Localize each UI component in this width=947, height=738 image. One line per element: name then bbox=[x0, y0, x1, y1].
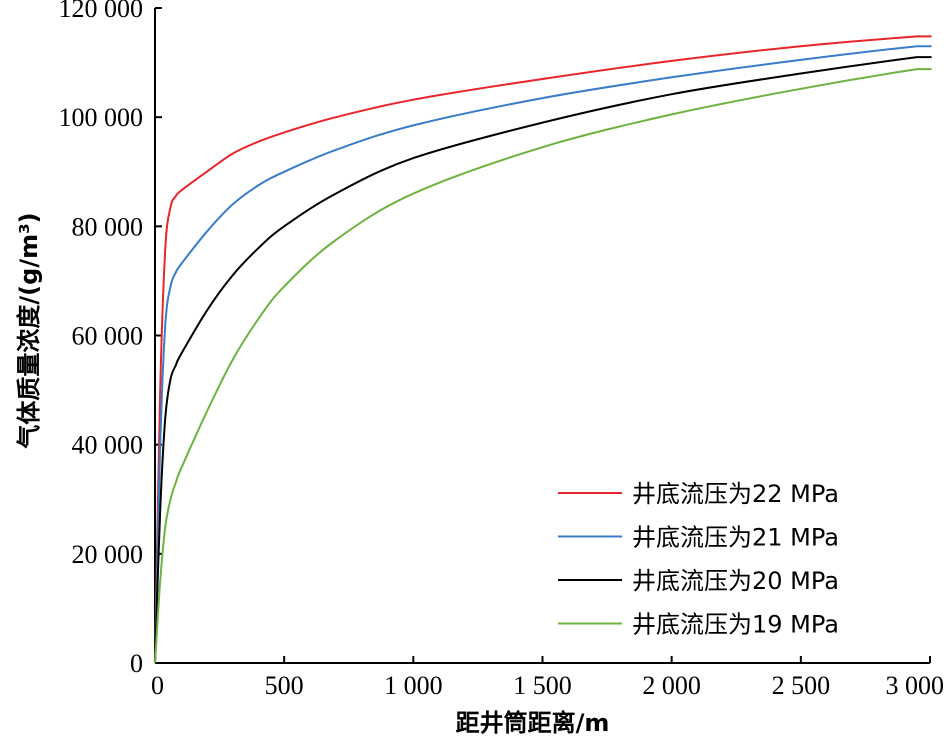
x-tick-label: 2 500 bbox=[772, 671, 831, 700]
y-tick-label: 100 000 bbox=[59, 103, 144, 132]
series-line-2 bbox=[154, 45, 932, 664]
legend-label-3: 井底流压为20 MPa bbox=[632, 567, 839, 595]
x-tick-label: 1 000 bbox=[384, 671, 443, 700]
x-tick-label: 500 bbox=[265, 671, 304, 700]
y-tick-label: 120 000 bbox=[59, 0, 144, 23]
y-tick-label: 20 000 bbox=[72, 540, 144, 569]
series-lines bbox=[154, 35, 932, 664]
plot-frame bbox=[154, 8, 930, 664]
y-tick-label: 80 000 bbox=[72, 212, 144, 241]
series-line-3 bbox=[154, 56, 932, 664]
legend-label-4: 井底流压为19 MPa bbox=[632, 611, 839, 639]
legend-label-1: 井底流压为22 MPa bbox=[632, 480, 839, 508]
x-tick-label: 1 500 bbox=[513, 671, 572, 700]
x-tick-label: 3 000 bbox=[886, 671, 945, 700]
y-tick-label: 0 bbox=[130, 649, 143, 678]
x-tick-label: 0 bbox=[151, 671, 164, 700]
series-line-4 bbox=[154, 68, 932, 664]
x-axis-title: 距井筒距离/m bbox=[456, 709, 610, 737]
y-axis-ticks: 0 20 000 40 000 60 000 80 000 100 000 120 000 bbox=[59, 0, 162, 678]
x-tick-label: 2 000 bbox=[642, 671, 701, 700]
legend: 井底流压为22 MPa 井底流压为21 MPa 井底流压为20 MPa 井底流压为19… bbox=[558, 480, 839, 639]
x-axis-ticks: 0 500 1 000 1 500 2 000 2 500 3 000 bbox=[151, 656, 944, 700]
y-axis-title: 气体质量浓度/(g/m³) bbox=[15, 212, 43, 449]
y-tick-label: 40 000 bbox=[72, 431, 144, 460]
series-line-1 bbox=[154, 35, 932, 664]
legend-label-2: 井底流压为21 MPa bbox=[632, 524, 839, 552]
y-tick-label: 60 000 bbox=[72, 322, 144, 351]
